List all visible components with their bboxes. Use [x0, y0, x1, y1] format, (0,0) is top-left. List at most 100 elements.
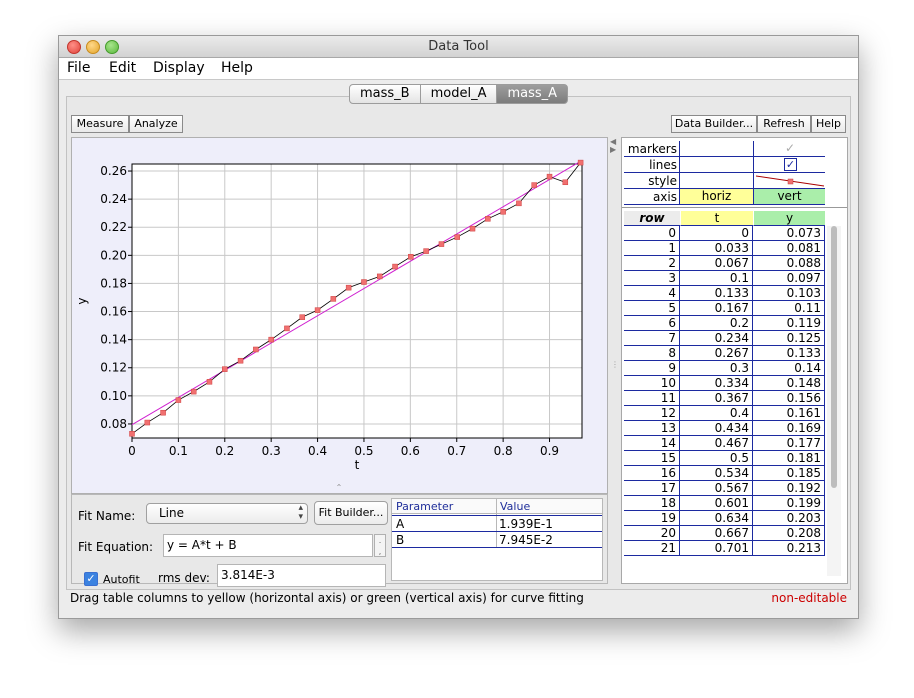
zoom-window-button[interactable] — [105, 40, 119, 54]
row-index[interactable]: 5 — [624, 301, 680, 316]
y-cell[interactable]: 0.133 — [753, 346, 825, 361]
fit-builder-button[interactable]: Fit Builder... — [314, 501, 388, 525]
row-index[interactable]: 3 — [624, 271, 680, 286]
y-cell[interactable]: 0.169 — [753, 421, 825, 436]
tab-mass-b[interactable]: mass_B — [349, 84, 421, 104]
row-index[interactable]: 14 — [624, 436, 680, 451]
y-cell[interactable]: 0.203 — [753, 511, 825, 526]
divider-arrow-icon[interactable]: ◀ ▶ — [610, 137, 617, 154]
t-cell[interactable]: 0.133 — [680, 286, 753, 301]
menu-help[interactable]: Help — [221, 60, 253, 76]
data-table[interactable]: row t y 0 0 0.073 1 0.033 0.081 2 0.067 0.088 3 0.… — [624, 211, 825, 556]
t-cell[interactable]: 0.434 — [680, 421, 753, 436]
row-index[interactable]: 4 — [624, 286, 680, 301]
row-index[interactable]: 17 — [624, 481, 680, 496]
y-cell[interactable]: 0.161 — [753, 406, 825, 421]
t-cell[interactable]: 0.634 — [680, 511, 753, 526]
y-cell[interactable]: 0.119 — [753, 316, 825, 331]
t-cell[interactable]: 0.234 — [680, 331, 753, 346]
row-index[interactable]: 12 — [624, 406, 680, 421]
t-cell[interactable]: 0.334 — [680, 376, 753, 391]
row-index[interactable]: 19 — [624, 511, 680, 526]
row-index[interactable]: 7 — [624, 331, 680, 346]
y-cell[interactable]: 0.088 — [753, 256, 825, 271]
y-cell[interactable]: 0.181 — [753, 451, 825, 466]
param-a-value[interactable]: 1.939E-1 — [499, 517, 553, 531]
row-index[interactable]: 20 — [624, 526, 680, 541]
y-cell[interactable]: 0.073 — [753, 226, 825, 241]
row-index[interactable]: 9 — [624, 361, 680, 376]
markers-checkbox[interactable]: ✓ — [784, 141, 796, 155]
y-column-header[interactable]: y — [753, 211, 825, 226]
t-cell[interactable]: 0.701 — [680, 541, 753, 556]
scatter-plot[interactable]: 0 0.1 0.2 0.3 0.4 0.5 0.6 0.7 0.8 0.9 0.08 0.10 0.12… — [72, 138, 607, 493]
t-cell[interactable]: 0.467 — [680, 436, 753, 451]
t-cell[interactable]: 0.067 — [680, 256, 753, 271]
menu-edit[interactable]: Edit — [109, 60, 137, 76]
y-cell[interactable]: 0.185 — [753, 466, 825, 481]
y-cell[interactable]: 0.097 — [753, 271, 825, 286]
tab-mass-a[interactable]: mass_A — [496, 84, 569, 104]
autofit-checkbox[interactable]: ✓ — [84, 572, 98, 586]
y-cell[interactable]: 0.213 — [753, 541, 825, 556]
row-index[interactable]: 8 — [624, 346, 680, 361]
table-scrollbar-track[interactable] — [827, 226, 841, 576]
t-cell[interactable]: 0.4 — [680, 406, 753, 421]
equation-expand-handle[interactable]: ., — [374, 534, 386, 557]
row-index[interactable]: 1 — [624, 241, 680, 256]
y-cell[interactable]: 0.148 — [753, 376, 825, 391]
t-cell[interactable]: 0.534 — [680, 466, 753, 481]
y-cell[interactable]: 0.192 — [753, 481, 825, 496]
y-cell[interactable]: 0.14 — [753, 361, 825, 376]
y-cell[interactable]: 0.156 — [753, 391, 825, 406]
row-index[interactable]: 11 — [624, 391, 680, 406]
parameter-header[interactable]: Parameter — [396, 500, 454, 513]
title-bar[interactable]: Data Tool — [59, 36, 858, 58]
axis-vert-cell[interactable]: vert — [754, 189, 825, 204]
t-cell[interactable]: 0 — [680, 226, 753, 241]
minimize-window-button[interactable] — [86, 40, 100, 54]
plot-panel[interactable]: 0 0.1 0.2 0.3 0.4 0.5 0.6 0.7 0.8 0.9 0.08 0.10 0.12… — [71, 137, 608, 494]
help-button[interactable]: Help — [811, 115, 846, 133]
t-cell[interactable]: 0.3 — [680, 361, 753, 376]
menu-display[interactable]: Display — [153, 60, 205, 76]
axis-horiz-cell[interactable]: horiz — [680, 189, 753, 204]
row-index[interactable]: 21 — [624, 541, 680, 556]
table-scrollbar-thumb[interactable] — [831, 226, 837, 488]
y-cell[interactable]: 0.199 — [753, 496, 825, 511]
measure-button[interactable]: Measure — [71, 115, 129, 133]
row-index[interactable]: 13 — [624, 421, 680, 436]
t-cell[interactable]: 0.167 — [680, 301, 753, 316]
t-cell[interactable]: 0.367 — [680, 391, 753, 406]
row-index[interactable]: 18 — [624, 496, 680, 511]
row-index[interactable]: 15 — [624, 451, 680, 466]
row-index[interactable]: 0 — [624, 226, 680, 241]
t-cell[interactable]: 0.567 — [680, 481, 753, 496]
t-cell[interactable]: 0.1 — [680, 271, 753, 286]
param-b-value[interactable]: 7.945E-2 — [499, 533, 553, 547]
y-cell[interactable]: 0.11 — [753, 301, 825, 316]
splitter-grip-icon[interactable]: ⋮ — [611, 360, 619, 369]
row-index[interactable]: 6 — [624, 316, 680, 331]
t-cell[interactable]: 0.267 — [680, 346, 753, 361]
value-header[interactable]: Value — [500, 500, 531, 513]
refresh-button[interactable]: Refresh — [757, 115, 811, 133]
y-cell[interactable]: 0.125 — [753, 331, 825, 346]
fit-equation-field[interactable]: y = A*t + B — [163, 534, 373, 557]
t-cell[interactable]: 0.667 — [680, 526, 753, 541]
parameter-table[interactable]: Parameter Value A 1.939E-1 B 7.945E-2 — [391, 498, 603, 581]
tab-model-a[interactable]: model_A — [419, 84, 498, 104]
t-column-header[interactable]: t — [680, 211, 753, 226]
lines-checkbox[interactable]: ✓ — [784, 158, 797, 171]
t-cell[interactable]: 0.033 — [680, 241, 753, 256]
data-builder-button[interactable]: Data Builder... — [671, 115, 757, 133]
line-style-swatch[interactable] — [754, 173, 825, 188]
fit-name-select[interactable]: Line ▴ ▾ — [146, 503, 308, 524]
y-cell[interactable]: 0.208 — [753, 526, 825, 541]
y-cell[interactable]: 0.177 — [753, 436, 825, 451]
t-cell[interactable]: 0.2 — [680, 316, 753, 331]
close-window-button[interactable] — [67, 40, 81, 54]
analyze-button[interactable]: Analyze — [129, 115, 183, 133]
row-index[interactable]: 10 — [624, 376, 680, 391]
row-index[interactable]: 2 — [624, 256, 680, 271]
